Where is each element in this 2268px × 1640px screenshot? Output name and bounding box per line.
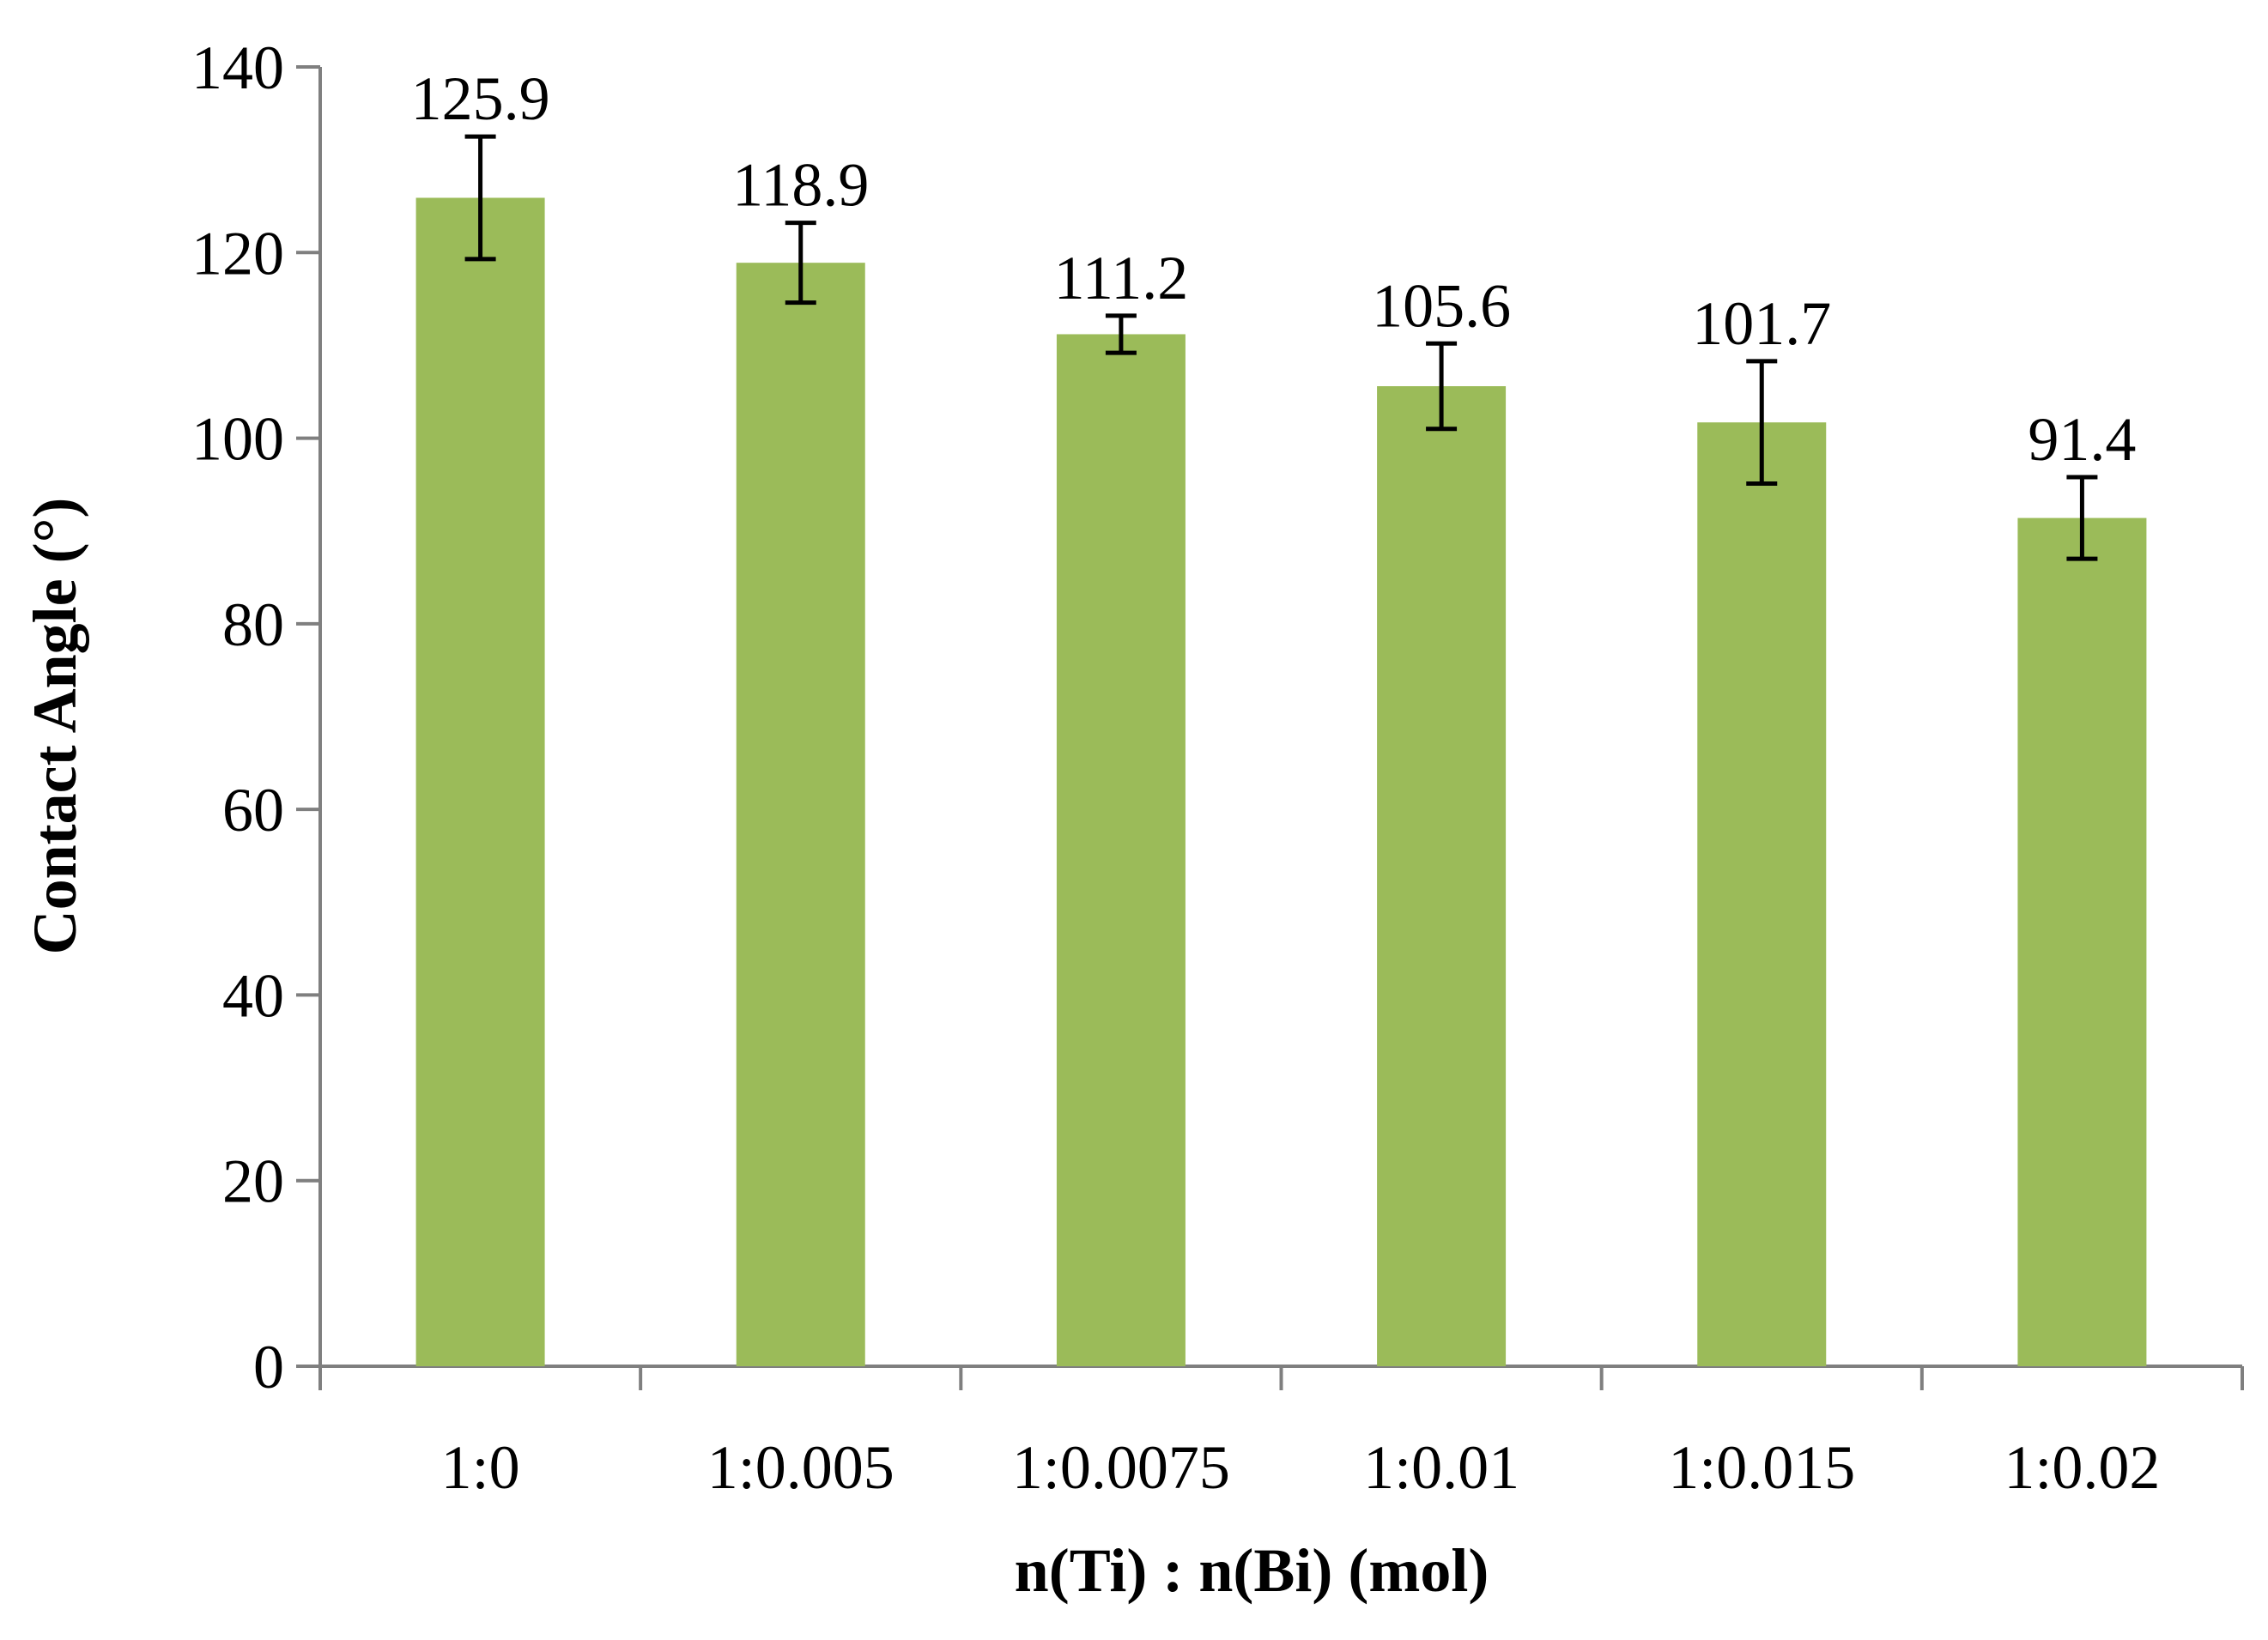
data-label: 118.9	[732, 151, 869, 220]
bar	[415, 197, 545, 1366]
bar	[1056, 334, 1186, 1366]
x-tick-label: 1:0.005	[707, 1433, 894, 1502]
x-tick-label: 1:0.0075	[1012, 1433, 1230, 1502]
y-tick-label: 0	[253, 1333, 284, 1401]
y-tick-label: 80	[222, 590, 284, 659]
y-tick-label: 40	[222, 961, 284, 1030]
x-tick-label: 1:0.02	[2004, 1433, 2160, 1502]
data-label: 101.7	[1692, 289, 1831, 358]
data-label: 125.9	[411, 64, 550, 133]
x-axis: 1:0 1:0.005 1:0.0075 1:0.01 1:0.015 1:0.02	[318, 1365, 2244, 1502]
bar	[2017, 517, 2147, 1366]
y-tick-label: 20	[222, 1147, 284, 1216]
data-label: 111.2	[1054, 244, 1189, 312]
y-axis: 0 20 40 60 80 100 120 140	[191, 33, 322, 1401]
x-axis-title: n(Ti) : n(Bi) (mol)	[1015, 1536, 1489, 1605]
y-tick-label: 140	[191, 33, 284, 102]
error-bars	[464, 134, 2098, 561]
y-axis-title: Contact Angle (°)	[21, 498, 89, 955]
bar	[1377, 386, 1507, 1366]
bar	[1697, 422, 1827, 1366]
x-tick-label: 1:0.01	[1363, 1433, 1519, 1502]
data-label: 105.6	[1372, 271, 1511, 340]
data-labels: 125.9 118.9 111.2 105.6 101.7 91.4	[411, 64, 2137, 474]
y-tick-label: 120	[191, 219, 284, 287]
x-tick-label: 1:0	[441, 1433, 520, 1502]
bar	[736, 263, 865, 1367]
bars	[415, 197, 2147, 1367]
y-tick-label: 100	[191, 405, 284, 474]
data-label: 91.4	[2028, 405, 2136, 474]
y-tick-label: 60	[222, 776, 284, 844]
x-tick-label: 1:0.015	[1668, 1433, 1855, 1502]
